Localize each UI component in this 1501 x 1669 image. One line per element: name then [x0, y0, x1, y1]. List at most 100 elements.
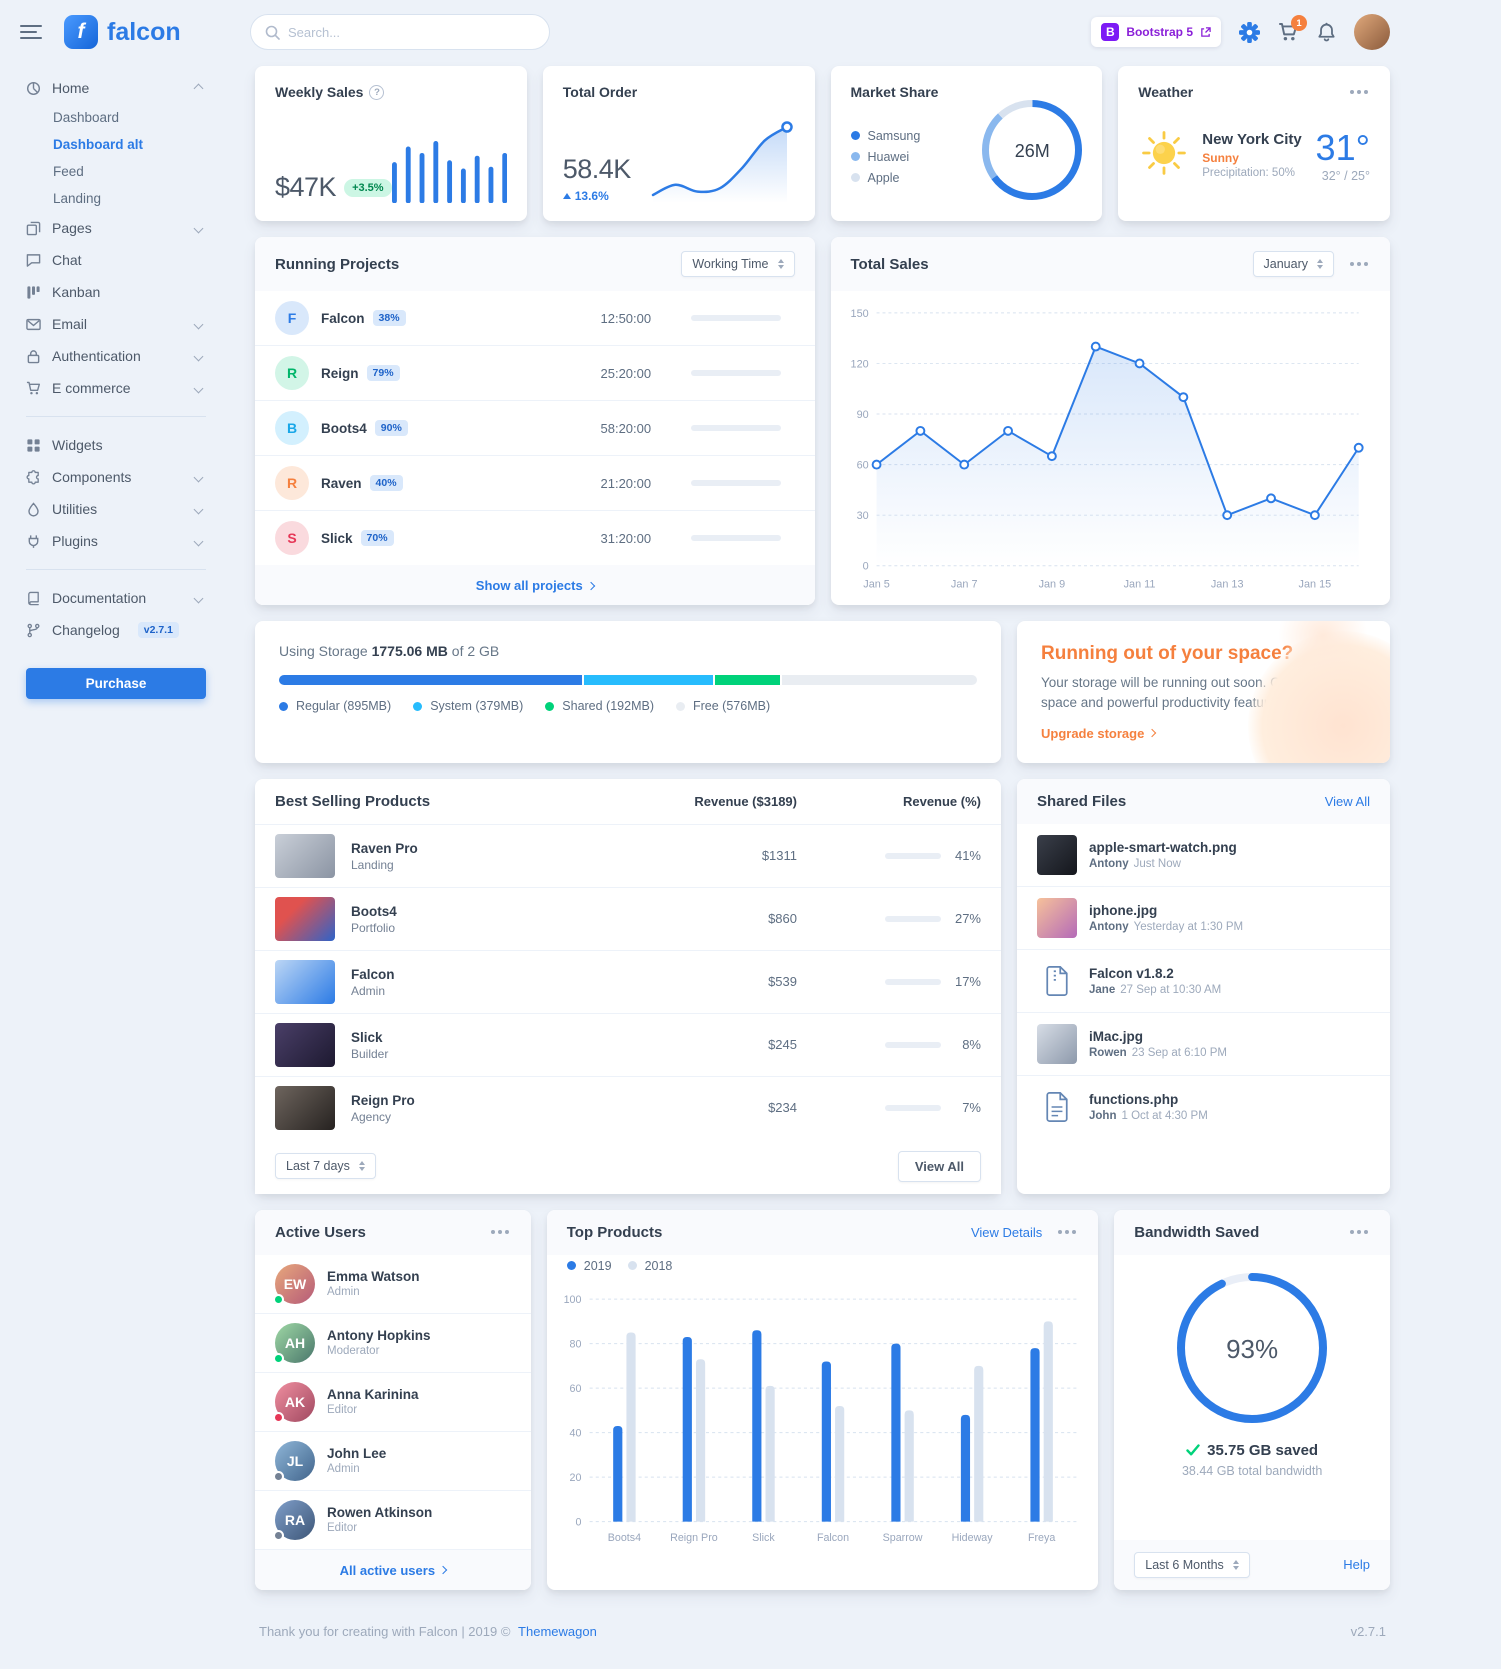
user-name: John Lee	[327, 1446, 387, 1461]
storage-upsell-card: Running out of your space? Your storage …	[1017, 621, 1390, 763]
card-menu-dots-icon[interactable]	[1348, 257, 1370, 271]
file-row[interactable]: apple-smart-watch.png Antony Just Now	[1017, 824, 1390, 887]
running-project-row[interactable]: B Boots4 90% 58:20:00	[255, 401, 815, 456]
weather-high-low: 32° / 25°	[1321, 168, 1370, 183]
view-details-link[interactable]: View Details	[970, 1224, 1043, 1240]
cart-icon[interactable]: 1	[1278, 15, 1307, 42]
sidebar-item-feed[interactable]: Feed	[26, 158, 206, 185]
sidebar-item-chat[interactable]: Chat	[26, 244, 206, 276]
card-menu-dots-icon[interactable]	[489, 1225, 511, 1239]
file-code-icon	[1037, 1087, 1077, 1127]
view-all-files-link[interactable]: View All	[1324, 793, 1370, 809]
legend-dot	[627, 1261, 637, 1270]
legend-item: Apple	[850, 171, 921, 185]
sidebar-item-kanban[interactable]: Kanban	[26, 276, 206, 308]
running-project-row[interactable]: R Reign 79% 25:20:00	[255, 346, 815, 401]
sidebar-item-documentation[interactable]: Documentation	[26, 582, 206, 614]
last-7-days-select[interactable]: Last 7 days	[275, 1153, 376, 1179]
file-row[interactable]: functions.php John 1 Oct at 4:30 PM	[1017, 1076, 1390, 1138]
total-order-card: Total Order 58.4K 13.6%	[542, 66, 815, 221]
bandwidth-total-text: 38.44 GB total bandwidth	[1181, 1463, 1323, 1478]
last-6-months-select[interactable]: Last 6 Months	[1134, 1551, 1250, 1578]
file-row[interactable]: Falcon v1.8.2 Jane 27 Sep at 10:30 AM	[1017, 950, 1390, 1013]
svg-text:Slick: Slick	[752, 1532, 775, 1544]
card-menu-dots-icon[interactable]	[1348, 1225, 1370, 1239]
sidebar-item-email[interactable]: Email	[26, 308, 206, 340]
all-active-users-link[interactable]: All active users	[340, 1563, 448, 1578]
brand-logo[interactable]: f falcon	[64, 15, 250, 49]
file-user: Antony	[1089, 857, 1129, 870]
revenue-pct: 8%	[962, 1037, 981, 1052]
view-all-button[interactable]: View All	[897, 1150, 981, 1182]
user-row[interactable]: JL John Lee Admin	[255, 1432, 531, 1491]
envelope-icon	[26, 317, 42, 332]
show-all-projects-link[interactable]: Show all projects	[476, 578, 595, 593]
search-input[interactable]	[288, 24, 535, 40]
file-row[interactable]: iphone.jpg Antony Yesterday at 1:30 PM	[1017, 887, 1390, 950]
settings-gear-icon[interactable]	[1239, 21, 1260, 43]
product-row[interactable]: Boots4 Portfolio $860 27%	[255, 888, 1001, 951]
file-user: Antony	[1089, 920, 1129, 933]
search-box[interactable]	[250, 14, 550, 50]
legend-dot	[566, 1261, 576, 1270]
product-row[interactable]: Falcon Admin $539 17%	[255, 951, 1001, 1014]
sidebar-item-plugins[interactable]: Plugins	[26, 525, 206, 557]
user-row[interactable]: RA Rowen Atkinson Editor	[255, 1491, 531, 1550]
user-row[interactable]: AH Antony Hopkins Moderator	[255, 1314, 531, 1373]
running-project-row[interactable]: F Falcon 38% 12:50:00	[255, 291, 815, 346]
market-share-donut-chart: 26M	[982, 100, 1083, 203]
user-avatar[interactable]	[1354, 14, 1390, 50]
notifications-bell-icon[interactable]	[1317, 22, 1336, 43]
legend-item: Samsung	[850, 129, 920, 143]
sidebar-item-components[interactable]: Components	[26, 461, 206, 493]
sidebar-item-dashboard-alt[interactable]: Dashboard alt	[26, 131, 206, 158]
avatar: EW	[273, 1263, 315, 1305]
file-thumbnail	[1037, 834, 1077, 875]
running-project-row[interactable]: S Slick 70% 31:20:00	[255, 511, 815, 565]
svg-text:Falcon: Falcon	[817, 1532, 849, 1544]
user-row[interactable]: EW Emma Watson Admin	[255, 1255, 531, 1314]
sidebar-item-home[interactable]: Home	[26, 72, 206, 104]
sidebar-item-ecommerce[interactable]: E commerce	[26, 372, 206, 404]
sidebar-item-dashboard[interactable]: Dashboard	[26, 104, 206, 131]
user-row[interactable]: AK Anna Karinina Editor	[255, 1373, 531, 1432]
chevron-down-icon	[193, 593, 204, 603]
weather-condition: Sunny	[1202, 150, 1239, 165]
legend-item: Huawei	[850, 150, 921, 164]
card-title: Weekly Sales	[275, 84, 364, 100]
card-menu-dots-icon[interactable]	[1056, 1225, 1078, 1239]
sidebar-item-pages[interactable]: Pages	[26, 212, 206, 244]
help-link[interactable]: Help	[1343, 1557, 1370, 1572]
hamburger-menu-icon[interactable]	[20, 25, 42, 39]
themewagon-link[interactable]: Themewagon	[518, 1623, 597, 1639]
product-revenue: $234	[768, 1100, 797, 1115]
month-select[interactable]: January	[1252, 251, 1334, 277]
bootstrap-badge-button[interactable]: B Bootstrap 5	[1091, 17, 1221, 47]
sidebar-item-changelog[interactable]: Changelog v2.7.1	[26, 614, 206, 646]
sidebar-item-widgets[interactable]: Widgets	[26, 429, 206, 461]
running-project-row[interactable]: R Raven 40% 21:20:00	[255, 456, 815, 511]
sidebar-item-landing[interactable]: Landing	[26, 185, 206, 212]
product-row[interactable]: Raven Pro Landing $1311 41%	[255, 825, 1001, 888]
file-row[interactable]: iMac.jpg Rowen 23 Sep at 6:10 PM	[1017, 1013, 1390, 1076]
help-circle-icon[interactable]: ?	[369, 84, 385, 100]
product-type: Portfolio	[351, 920, 396, 935]
project-avatar: R	[275, 466, 309, 500]
card-menu-dots-icon[interactable]	[1348, 85, 1370, 99]
chevron-down-icon	[193, 223, 204, 233]
purchase-button[interactable]: Purchase	[26, 668, 206, 699]
sidebar-item-authentication[interactable]: Authentication	[26, 340, 206, 372]
user-name: Antony Hopkins	[327, 1328, 431, 1343]
version-badge: v2.7.1	[137, 622, 179, 638]
bandwidth-donut-chart: 93%	[1177, 1272, 1328, 1426]
sidebar: Home Dashboard Dashboard alt Feed Landin…	[0, 64, 230, 729]
sidebar-item-utilities[interactable]: Utilities	[26, 493, 206, 525]
product-row[interactable]: Slick Builder $245 8%	[255, 1014, 1001, 1077]
product-row[interactable]: Reign Pro Agency $234 7%	[255, 1077, 1001, 1139]
upgrade-storage-link[interactable]: Upgrade storage	[1041, 726, 1366, 741]
working-time-select[interactable]: Working Time	[681, 251, 795, 277]
legend-dot	[279, 701, 288, 711]
sun-icon	[1138, 127, 1190, 182]
storage-segment	[279, 675, 583, 685]
chevron-down-icon	[193, 536, 204, 546]
